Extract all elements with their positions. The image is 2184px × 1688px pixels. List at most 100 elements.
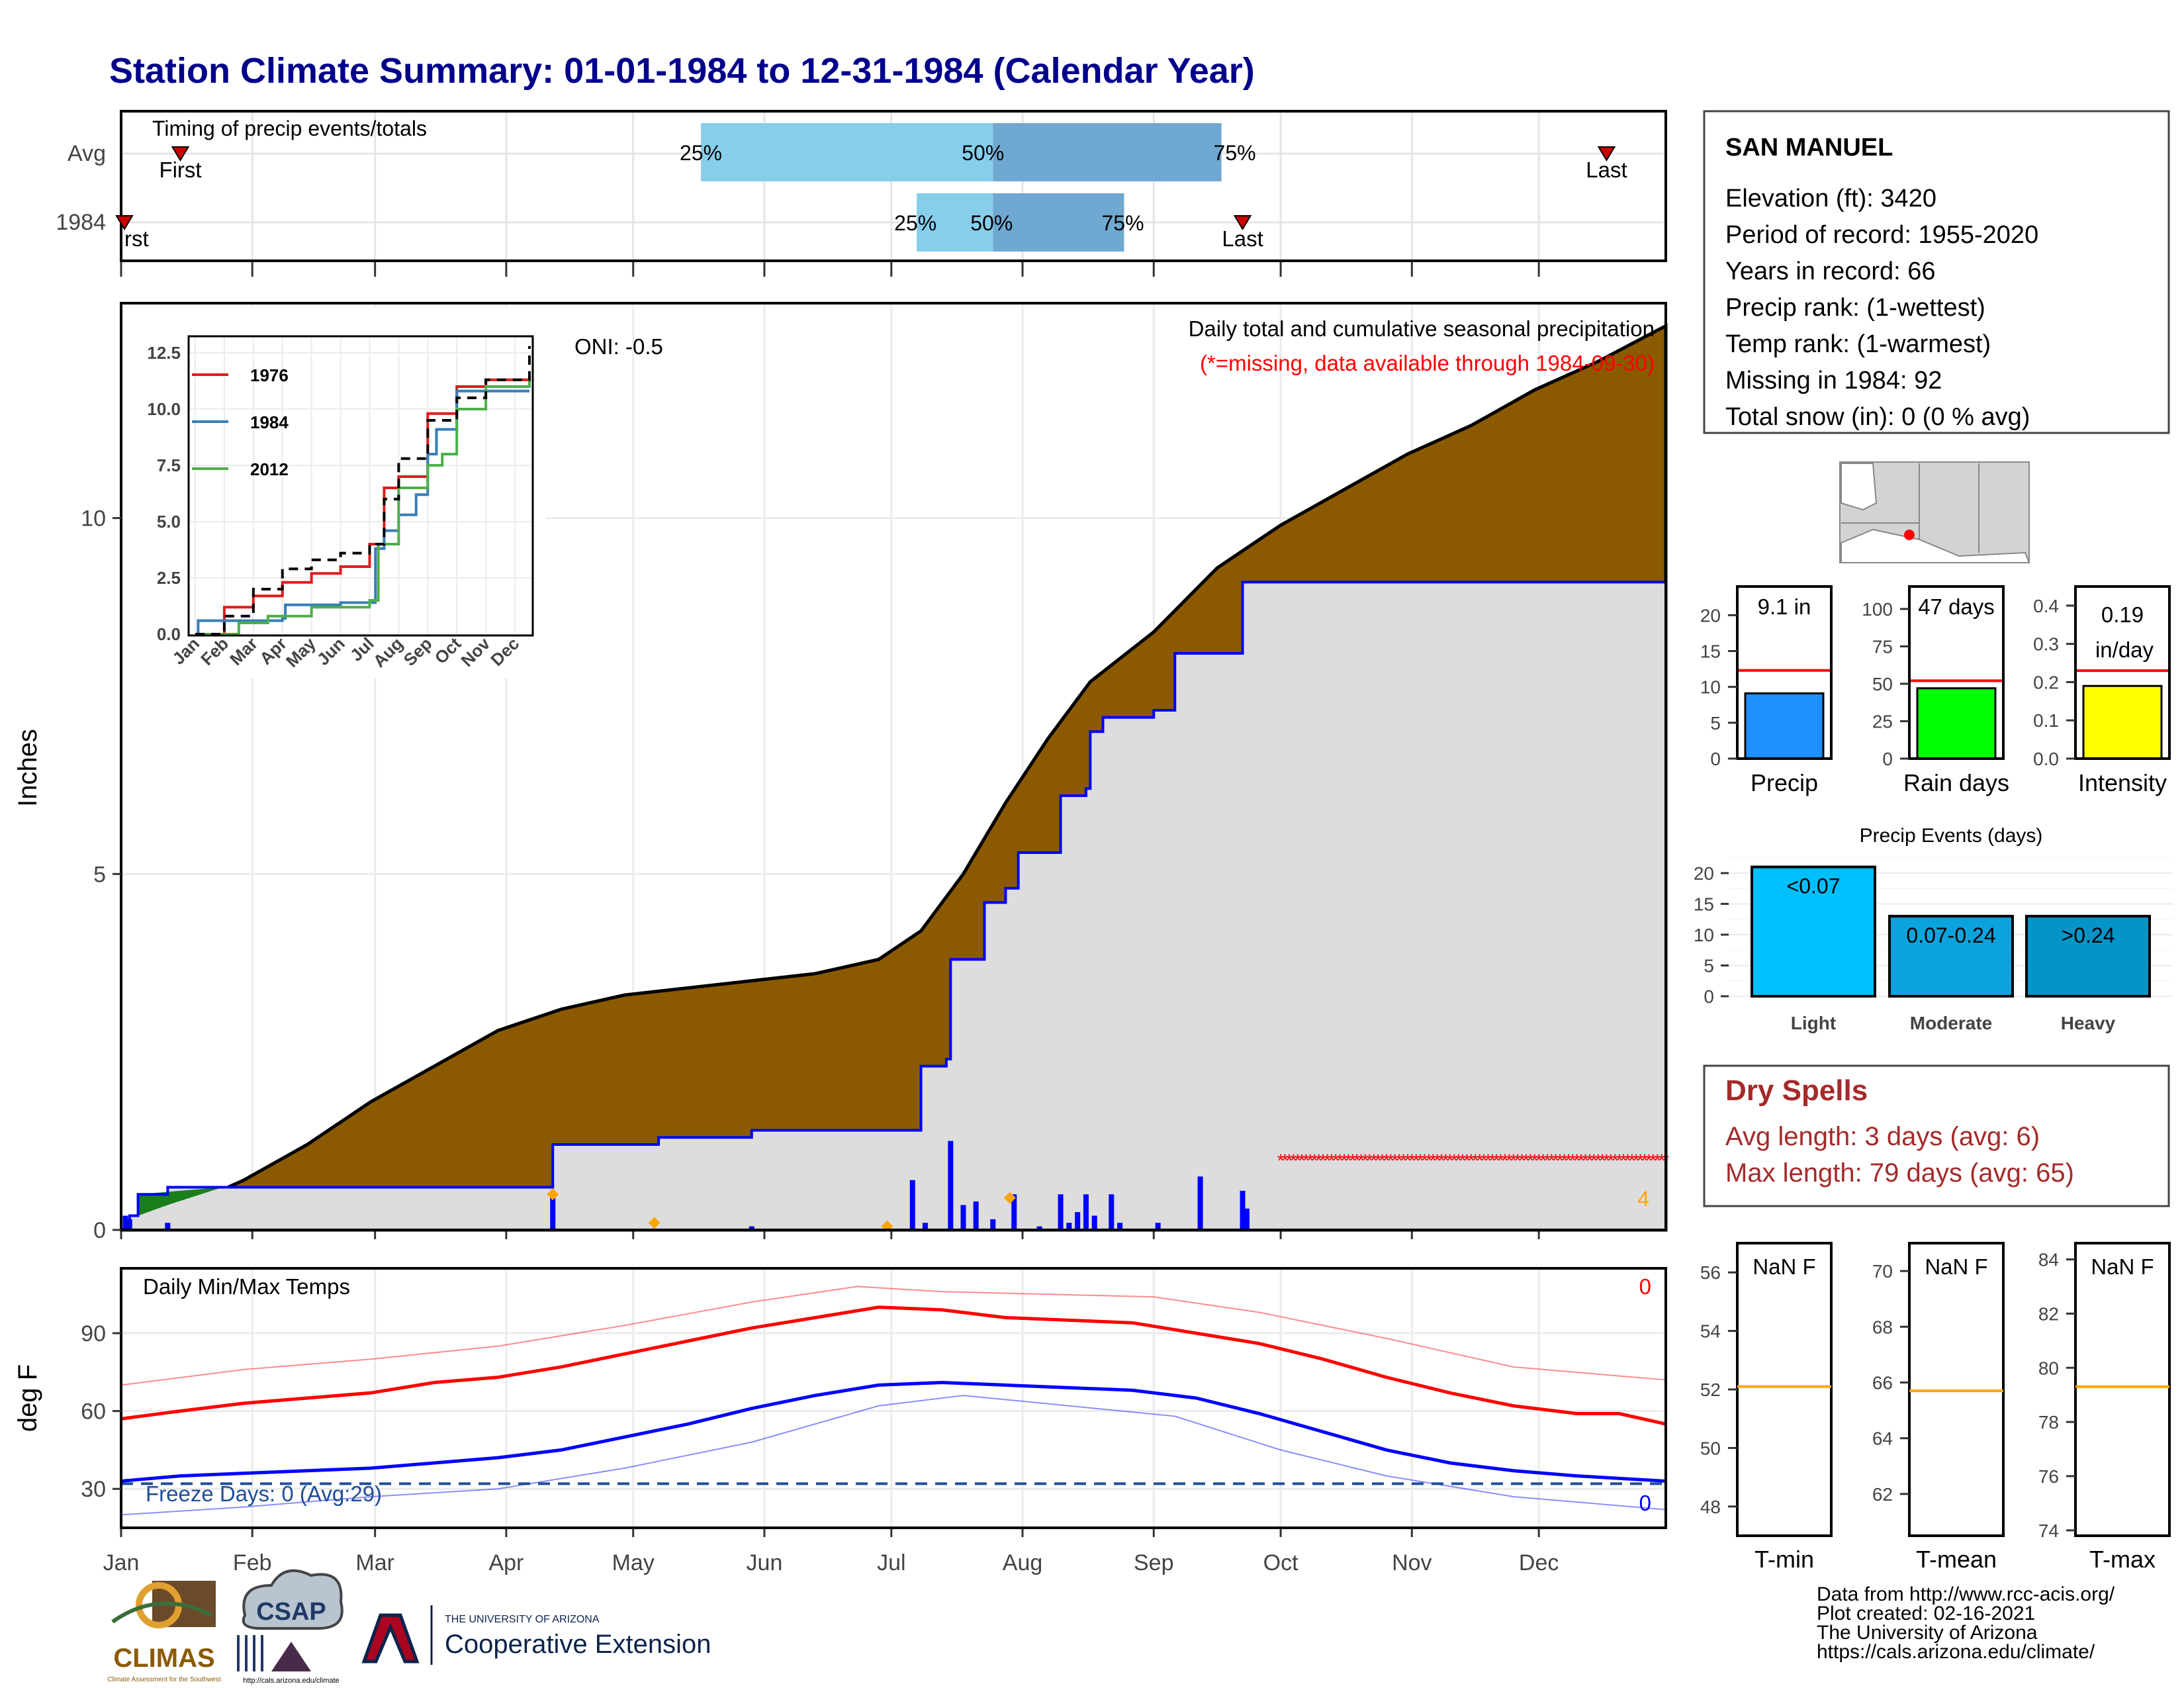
daily-bar-12 xyxy=(1036,1226,1042,1230)
missing-marker-14: * xyxy=(1336,1150,1343,1170)
timing-avg-q50: 50% xyxy=(962,141,1004,165)
missing-marker-56: * xyxy=(1514,1150,1522,1170)
missing-marker-61: * xyxy=(1535,1150,1543,1170)
missing-marker-70: * xyxy=(1573,1150,1580,1170)
rd-ytick-label-4: 100 xyxy=(1862,599,1893,620)
events-bar-heavy xyxy=(2025,915,2151,998)
temp-box-ytick-label-tmin-0: 48 xyxy=(1700,1497,1721,1517)
inset-line-avg xyxy=(195,346,531,635)
missing-marker-20: * xyxy=(1362,1150,1369,1170)
missing-marker-32: * xyxy=(1412,1150,1420,1170)
missing-marker-86: * xyxy=(1641,1150,1649,1170)
inset-chart: 0.02.55.07.510.012.5JanFebMarAprMayJunJu… xyxy=(122,308,546,679)
daily-bar-5 xyxy=(909,1180,915,1230)
missing-marker-58: * xyxy=(1523,1150,1530,1170)
missing-marker-74: * xyxy=(1590,1150,1598,1170)
events-ytick-label-4: 20 xyxy=(1694,863,1714,884)
missing-marker-49: * xyxy=(1484,1150,1492,1170)
temp-box-ytick-label-tmin-1: 50 xyxy=(1700,1438,1721,1458)
missing-marker-78: * xyxy=(1607,1150,1614,1170)
missing-marker-60: * xyxy=(1531,1150,1538,1170)
info-temp-rank: Temp rank: (1-warmest) xyxy=(1725,330,1991,358)
csap-logo: CSAP http://cals.arizona.edu/climate xyxy=(237,1569,343,1685)
snow-count: 4 xyxy=(1637,1187,1649,1211)
events-bar-light xyxy=(1751,865,1876,998)
csap-rain xyxy=(237,1635,263,1671)
events-cat-1: Moderate xyxy=(1910,1013,1992,1033)
info-missing: Missing in 1984: 92 xyxy=(1725,367,1942,395)
snow-marker-3 xyxy=(1003,1192,1016,1204)
oni-label: ONI: -0.5 xyxy=(574,334,663,359)
temp-summary-boxes: NaN F T-min 48 50 52 54 56 NaN F T-mean 62 64 66 68 7… xyxy=(1700,1242,2171,1573)
missing-marker-7: * xyxy=(1306,1150,1314,1170)
temp-box-tmin xyxy=(1736,1242,1833,1537)
missing-marker-10: * xyxy=(1320,1150,1327,1170)
ua-block-a xyxy=(361,1613,420,1664)
daily-bar-2 xyxy=(165,1223,171,1230)
temp-box-ytick-label-tmax-4: 82 xyxy=(2038,1303,2059,1324)
events-bar-label-0: <0.07 xyxy=(1787,874,1841,898)
summary-bars: 9.1 in 0 5 10 15 20 Precip 47 days 0 25 50 75 10… xyxy=(1700,585,2171,796)
daily-bar-9 xyxy=(973,1201,979,1230)
precip-total-axis: 0 5 10 15 20 xyxy=(1700,605,1737,769)
precip-ytick-label-2: 10 xyxy=(81,506,106,532)
daily-bar-21 xyxy=(1197,1176,1203,1230)
missing-marker-24: * xyxy=(1379,1150,1386,1170)
missing-marker-57: * xyxy=(1518,1150,1525,1170)
temp-box-ytick-label-tmean-3: 68 xyxy=(1872,1317,1893,1337)
month-label-nov: Nov xyxy=(1392,1550,1432,1575)
missing-marker-35: * xyxy=(1425,1150,1432,1170)
precip-ytick-label-0: 0 xyxy=(93,1218,106,1243)
missing-marker-40: * xyxy=(1446,1150,1453,1170)
info-snow: Total snow (in): 0 (0 % avg) xyxy=(1725,403,2030,431)
missing-marker-22: * xyxy=(1370,1150,1377,1170)
timing-avg-last-marker xyxy=(1597,146,1616,162)
inset-background xyxy=(122,308,546,679)
ua-big-text: Cooperative Extension xyxy=(445,1630,711,1659)
missing-marker-65: * xyxy=(1552,1150,1559,1170)
month-label-aug: Aug xyxy=(1003,1550,1043,1575)
inset-ytick-2: 5.0 xyxy=(157,512,181,532)
daily-bar-18 xyxy=(1109,1194,1115,1230)
timing-avg-last-label: Last xyxy=(1586,158,1627,182)
rain-days-bar xyxy=(1916,687,1997,760)
timing-frame xyxy=(120,110,1667,262)
missing-marker-21: * xyxy=(1366,1150,1373,1170)
missing-marker-77: * xyxy=(1603,1150,1610,1170)
temp-box-ytick-label-tmax-1: 76 xyxy=(2038,1466,2059,1487)
info-years: Years in record: 66 xyxy=(1725,258,1936,285)
precip-events-chart: Precip Events (days) <0.07 Light 0.07-0.24… xyxy=(1694,825,2173,1033)
month-label-oct: Oct xyxy=(1263,1550,1298,1575)
temp-box-tmax xyxy=(2074,1242,2171,1537)
in-ytick-label-4: 0.4 xyxy=(2033,596,2059,616)
ua-logo: THE UNIVERSITY OF ARIZONA Cooperative Ex… xyxy=(361,1605,711,1665)
missing-marker-44: * xyxy=(1463,1150,1471,1170)
timing-panel: Timing of precip events/totals Avg 1984 … xyxy=(56,110,1667,270)
missing-marker-55: * xyxy=(1510,1150,1517,1170)
daily-bar-7 xyxy=(948,1141,954,1230)
daily-bar-3 xyxy=(550,1190,556,1230)
inset-ytick-3: 7.5 xyxy=(157,455,181,475)
missing-marker-59: * xyxy=(1527,1150,1534,1170)
rain-days-chart: 47 days 0 25 50 75 100 Rain days xyxy=(1862,585,2009,796)
missing-marker-68: * xyxy=(1565,1150,1572,1170)
cold-days-count: 0 xyxy=(1639,1491,1651,1515)
temp-box-ytick-label-tmean-0: 62 xyxy=(1872,1484,1893,1505)
missing-marker-6: * xyxy=(1302,1150,1310,1170)
rd-ytick-label-0: 0 xyxy=(1882,749,1893,769)
missing-marker-72: * xyxy=(1582,1150,1589,1170)
missing-marker-19: * xyxy=(1357,1150,1365,1170)
events-bar-moderate xyxy=(1888,915,2014,998)
in-ytick-label-1: 0.1 xyxy=(2033,710,2059,731)
daily-bar-22 xyxy=(1240,1190,1246,1230)
timing-avg-first-label: First xyxy=(159,158,201,182)
precip-subtitle: (*=missing, data available through 1984-… xyxy=(1200,351,1655,375)
temp-ytick-label-0: 30 xyxy=(81,1477,106,1502)
temp-line-avg_max xyxy=(120,1305,1666,1426)
missing-marker-88: * xyxy=(1649,1150,1657,1170)
missing-marker-16: * xyxy=(1345,1150,1352,1170)
precip-panel: ****************************************… xyxy=(13,270,1670,1243)
missing-marker-28: * xyxy=(1396,1150,1403,1170)
legend-1984: 1984 xyxy=(250,412,289,432)
events-cat-0: Light xyxy=(1791,1013,1836,1033)
